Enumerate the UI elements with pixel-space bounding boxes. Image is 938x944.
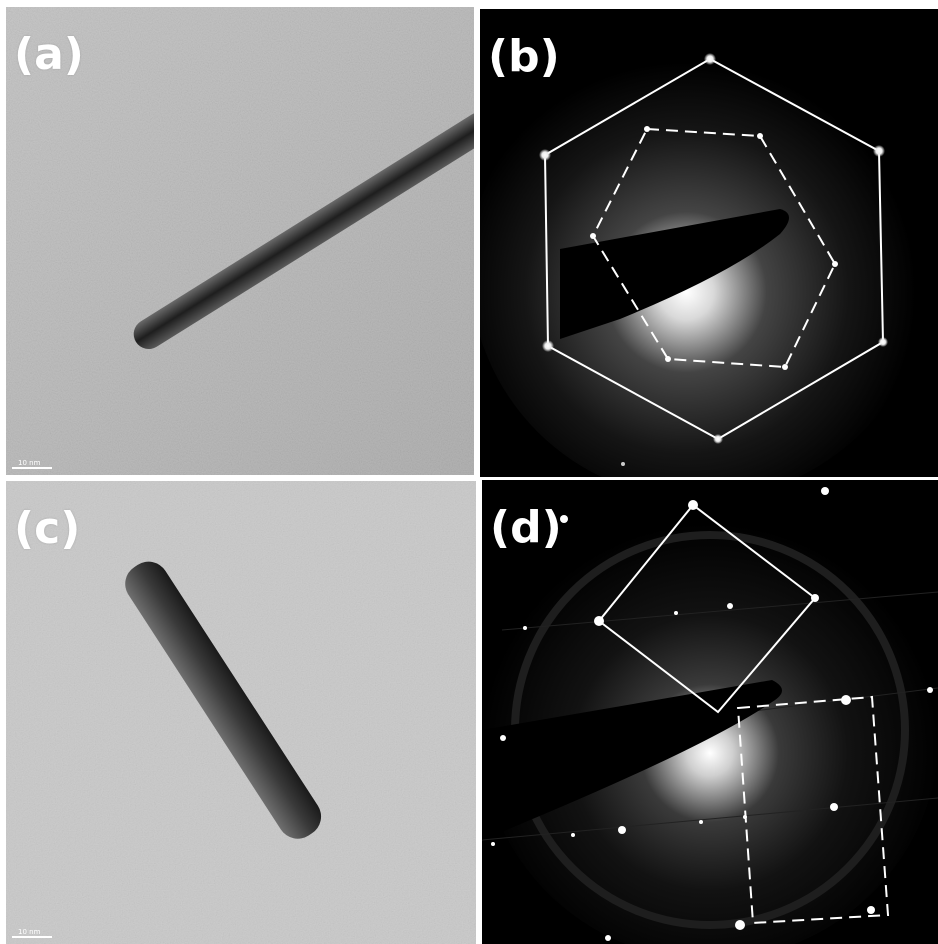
panel-b-label: (b): [488, 31, 560, 82]
diffraction-spots-b: [539, 53, 888, 466]
panel-b-diffraction: (b): [480, 9, 938, 477]
beam-stop-d: [482, 680, 782, 840]
scale-bar-c: 10 nm: [12, 926, 56, 938]
rectangle-dashed-d: [736, 695, 890, 925]
diffraction-pattern-d: [482, 480, 938, 944]
scale-bar-a-text: 10 nm: [18, 459, 41, 467]
beam-stop-b: [560, 209, 789, 339]
panel-c-tem-image: (c) 10 nm: [6, 481, 476, 944]
nanorod-a: [133, 112, 474, 350]
scale-bar-a-line: [12, 467, 52, 469]
scale-bar-c-text: 10 nm: [18, 928, 41, 936]
panel-d-label: (d): [490, 502, 562, 553]
panel-c-label: (c): [14, 503, 81, 554]
square-solid-d: [597, 503, 817, 714]
scale-bar-c-line: [12, 936, 52, 938]
nanorod-c: [125, 561, 322, 839]
panel-a-tem-image: (a) 10 nm: [6, 7, 474, 475]
panel-d-diffraction: (d): [482, 480, 938, 944]
panel-a-label: (a): [14, 29, 84, 80]
diffraction-spots-d: [491, 487, 933, 941]
diffraction-pattern-b: [480, 9, 938, 477]
scale-bar-a: 10 nm: [12, 457, 56, 469]
tem-image-a: [6, 7, 474, 475]
tem-image-c: [6, 481, 476, 944]
